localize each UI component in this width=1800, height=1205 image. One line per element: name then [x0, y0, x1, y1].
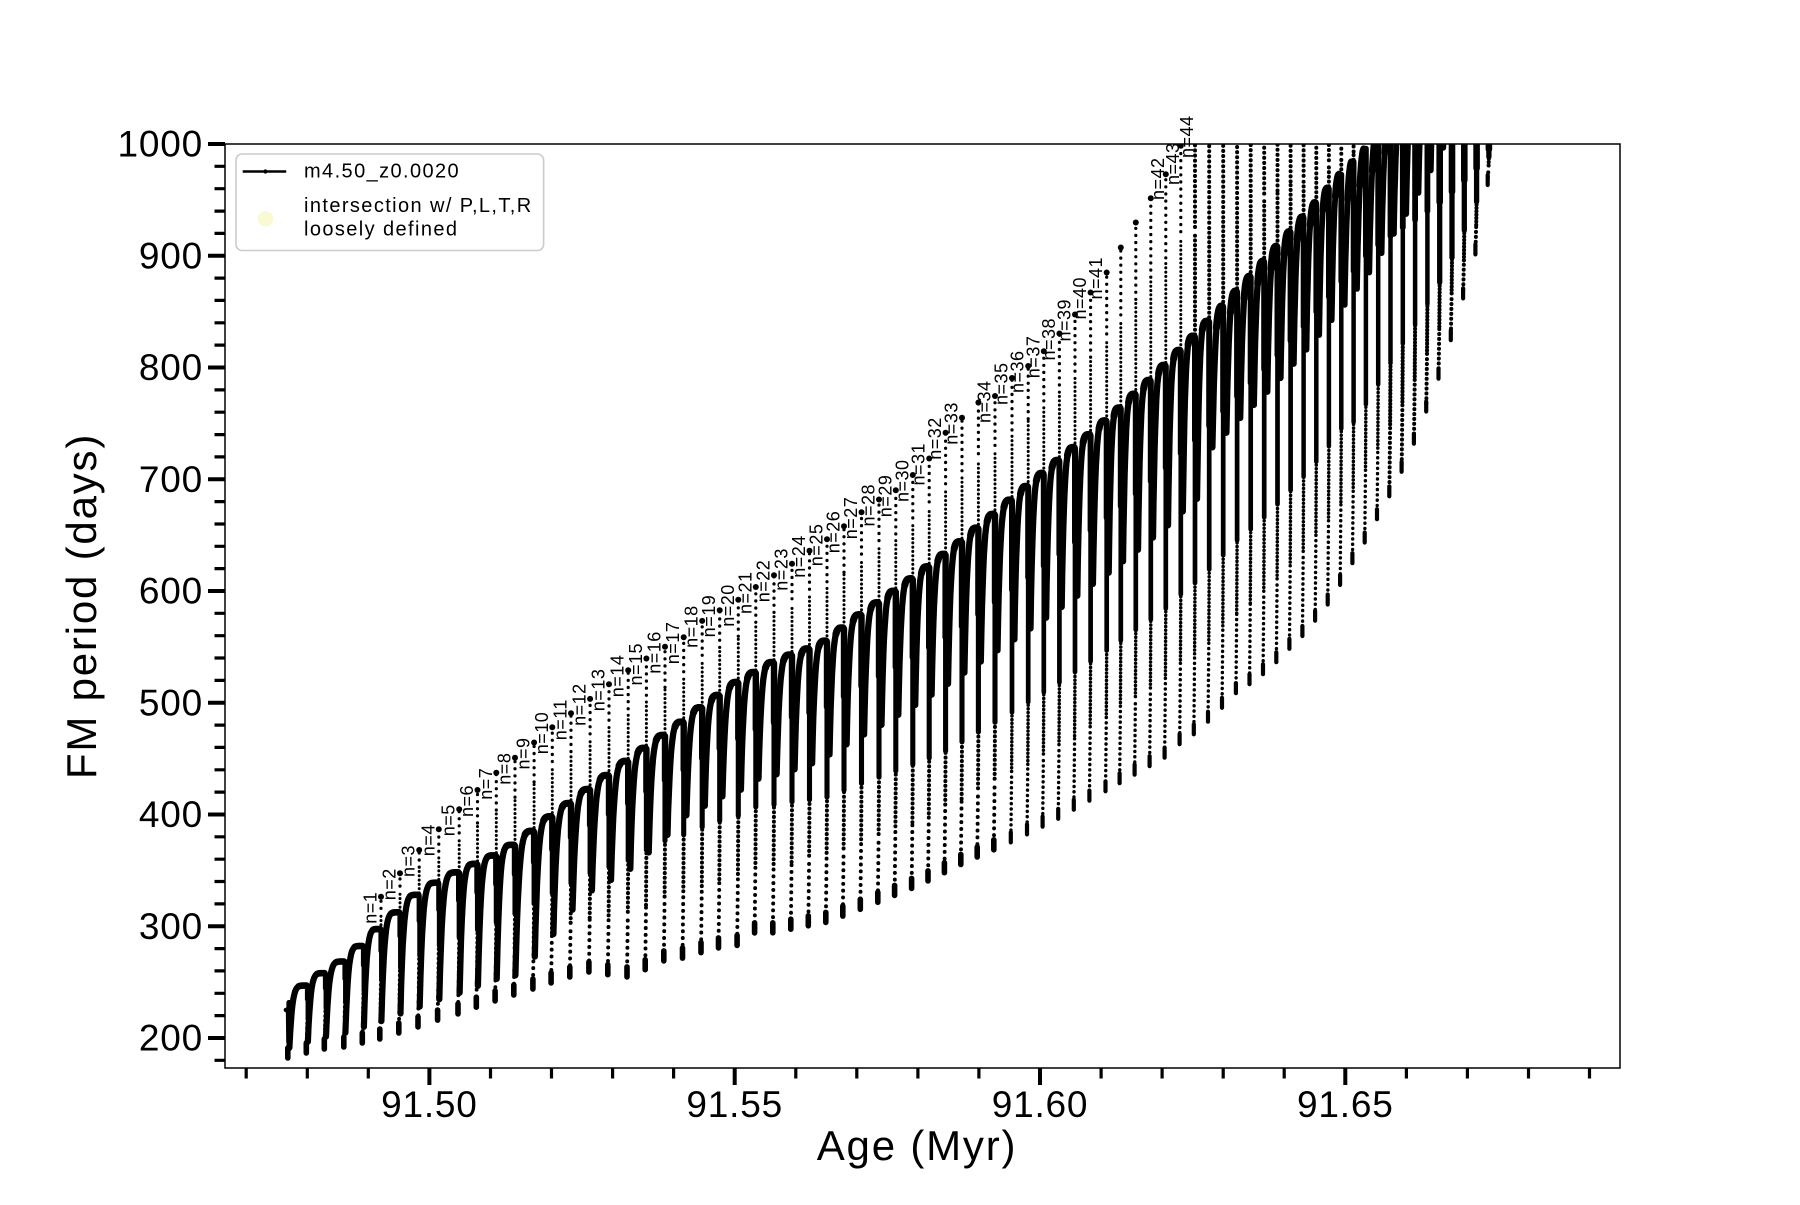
- svg-text:800: 800: [139, 347, 203, 388]
- svg-text:n=11: n=11: [551, 699, 571, 740]
- svg-text:n=25: n=25: [807, 524, 827, 567]
- svg-text:1000: 1000: [117, 124, 203, 165]
- svg-text:n=17: n=17: [663, 622, 683, 665]
- svg-text:intersection w/ P,L,T,R: intersection w/ P,L,T,R: [304, 195, 533, 217]
- svg-text:n=2: n=2: [380, 868, 400, 900]
- svg-text:n=23: n=23: [772, 548, 792, 591]
- svg-text:n=5: n=5: [439, 804, 459, 836]
- svg-text:900: 900: [139, 235, 203, 276]
- svg-text:FM period (days): FM period (days): [58, 433, 105, 779]
- svg-text:n=21: n=21: [735, 571, 755, 614]
- svg-text:n=8: n=8: [495, 753, 515, 785]
- svg-text:n=6: n=6: [457, 785, 477, 817]
- svg-text:n=27: n=27: [841, 497, 861, 540]
- svg-text:91.65: 91.65: [1297, 1084, 1394, 1125]
- svg-text:n=4: n=4: [418, 824, 438, 856]
- svg-text:n=10: n=10: [532, 712, 552, 755]
- svg-text:n=41: n=41: [1086, 257, 1106, 300]
- svg-text:m4.50_z0.0020: m4.50_z0.0020: [304, 161, 460, 183]
- svg-text:700: 700: [139, 459, 203, 500]
- svg-text:400: 400: [139, 794, 203, 835]
- svg-text:300: 300: [139, 906, 203, 947]
- svg-text:n=44: n=44: [1177, 115, 1197, 158]
- svg-text:n=40: n=40: [1070, 277, 1090, 320]
- svg-text:n=26: n=26: [824, 511, 844, 554]
- svg-text:n=18: n=18: [682, 605, 702, 648]
- svg-text:n=31: n=31: [909, 443, 929, 486]
- svg-text:91.55: 91.55: [686, 1084, 783, 1125]
- svg-text:n=38: n=38: [1039, 318, 1059, 361]
- svg-text:n=14: n=14: [608, 655, 628, 698]
- svg-text:91.60: 91.60: [992, 1084, 1089, 1125]
- svg-text:n=13: n=13: [589, 669, 609, 712]
- svg-text:n=3: n=3: [399, 845, 419, 877]
- svg-text:n=1: n=1: [361, 892, 381, 924]
- svg-text:n=19: n=19: [699, 595, 719, 638]
- svg-text:n=16: n=16: [645, 631, 665, 674]
- svg-text:Age (Myr): Age (Myr): [817, 1122, 1018, 1169]
- svg-text:n=24: n=24: [789, 535, 809, 578]
- svg-text:n=32: n=32: [925, 417, 945, 460]
- svg-text:600: 600: [139, 571, 203, 612]
- svg-text:n=9: n=9: [514, 737, 534, 769]
- svg-text:n=39: n=39: [1055, 299, 1075, 342]
- svg-text:n=20: n=20: [718, 584, 738, 627]
- svg-text:n=43: n=43: [1163, 142, 1183, 185]
- svg-text:n=42: n=42: [1148, 157, 1168, 200]
- svg-text:loosely defined: loosely defined: [304, 218, 458, 240]
- svg-text:n=15: n=15: [626, 643, 646, 686]
- svg-text:n=28: n=28: [859, 484, 879, 527]
- svg-text:n=12: n=12: [570, 683, 590, 726]
- svg-text:n=37: n=37: [1023, 336, 1043, 379]
- svg-text:n=33: n=33: [942, 402, 962, 445]
- svg-text:91.50: 91.50: [381, 1084, 478, 1125]
- svg-text:n=35: n=35: [992, 362, 1012, 405]
- svg-text:n=34: n=34: [975, 380, 995, 423]
- svg-text:n=36: n=36: [1008, 350, 1028, 393]
- svg-text:500: 500: [139, 682, 203, 723]
- svg-text:200: 200: [139, 1018, 203, 1059]
- svg-text:n=30: n=30: [892, 459, 912, 502]
- svg-text:n=29: n=29: [875, 475, 895, 518]
- svg-text:n=7: n=7: [476, 768, 496, 800]
- svg-text:n=22: n=22: [754, 560, 774, 603]
